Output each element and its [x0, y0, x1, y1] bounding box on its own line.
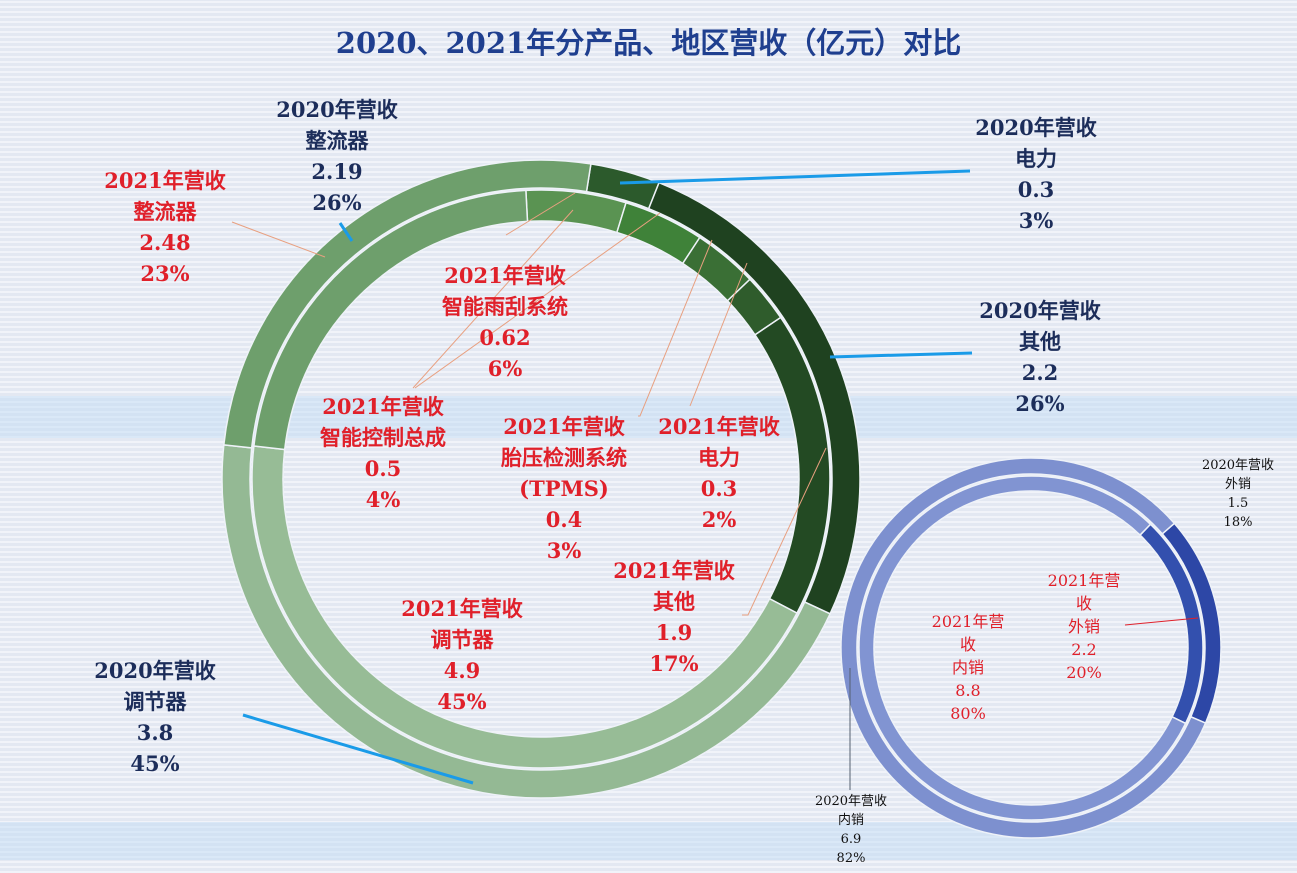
leader-lines	[231, 169, 1199, 790]
label-2020-power: 2020年营收 电力 0.3 3%	[975, 115, 1097, 233]
label-2021-export: 2021年营收外销 2.2 20%	[1047, 571, 1121, 682]
label-2020-other: 2020年营收 其他 2.2 26%	[979, 298, 1101, 416]
leader-line	[829, 351, 973, 359]
label-2020-domestic: 2020年营收 内销 6.9 82%	[814, 794, 888, 866]
donut-slice-outer-3	[223, 159, 592, 449]
label-2021-rectifier: 2021年营收 整流器 2.48 23%	[104, 168, 226, 286]
leader-line	[242, 713, 474, 785]
leader-line	[505, 192, 576, 236]
label-2021-wiper: 2021年营收 智能雨刮系统 0.62 6%	[442, 263, 568, 381]
label-2020-export: 2020年营收 外销 1.5 18%	[1201, 458, 1275, 530]
label-2021-regulator: 2021年营收 调节器 4.9 45%	[401, 596, 523, 714]
donut-slice-outer-1	[840, 457, 1207, 839]
label-2020-rectifier: 2020年营收 整流器 2.19 26%	[276, 97, 398, 215]
background-band	[0, 396, 1297, 438]
leader-line	[412, 209, 574, 389]
label-2021-control: 2021年营收 智能控制总成 0.5 4%	[320, 394, 446, 512]
leader-line	[638, 239, 713, 417]
leader-line	[338, 222, 354, 242]
leader-line	[689, 262, 748, 407]
donut-slice-inner-6	[253, 189, 529, 451]
product-donut	[221, 159, 861, 799]
leader-line	[231, 221, 326, 258]
label-2021-other: 2021年营收 其他 1.9 17%	[613, 558, 735, 676]
leader-line	[619, 169, 971, 185]
label-2021-tpms: 2021年营收 胎压检测系统 (TPMS) 0.4 3%	[501, 414, 627, 563]
label-2021-domestic: 2021年营收内销 8.8 80%	[931, 612, 1005, 723]
donut-slice-inner-1	[858, 475, 1187, 821]
leader-line	[1124, 617, 1199, 626]
chart-title: 2020、2021年分产品、地区营收（亿元）对比	[335, 26, 962, 60]
region-donut	[840, 457, 1222, 839]
leader-line	[742, 447, 827, 616]
label-2020-regulator: 2020年营收 调节器 3.8 45%	[94, 658, 216, 776]
label-2021-power: 2021年营收 电力 0.3 2%	[658, 414, 780, 532]
leader-line	[414, 212, 661, 389]
